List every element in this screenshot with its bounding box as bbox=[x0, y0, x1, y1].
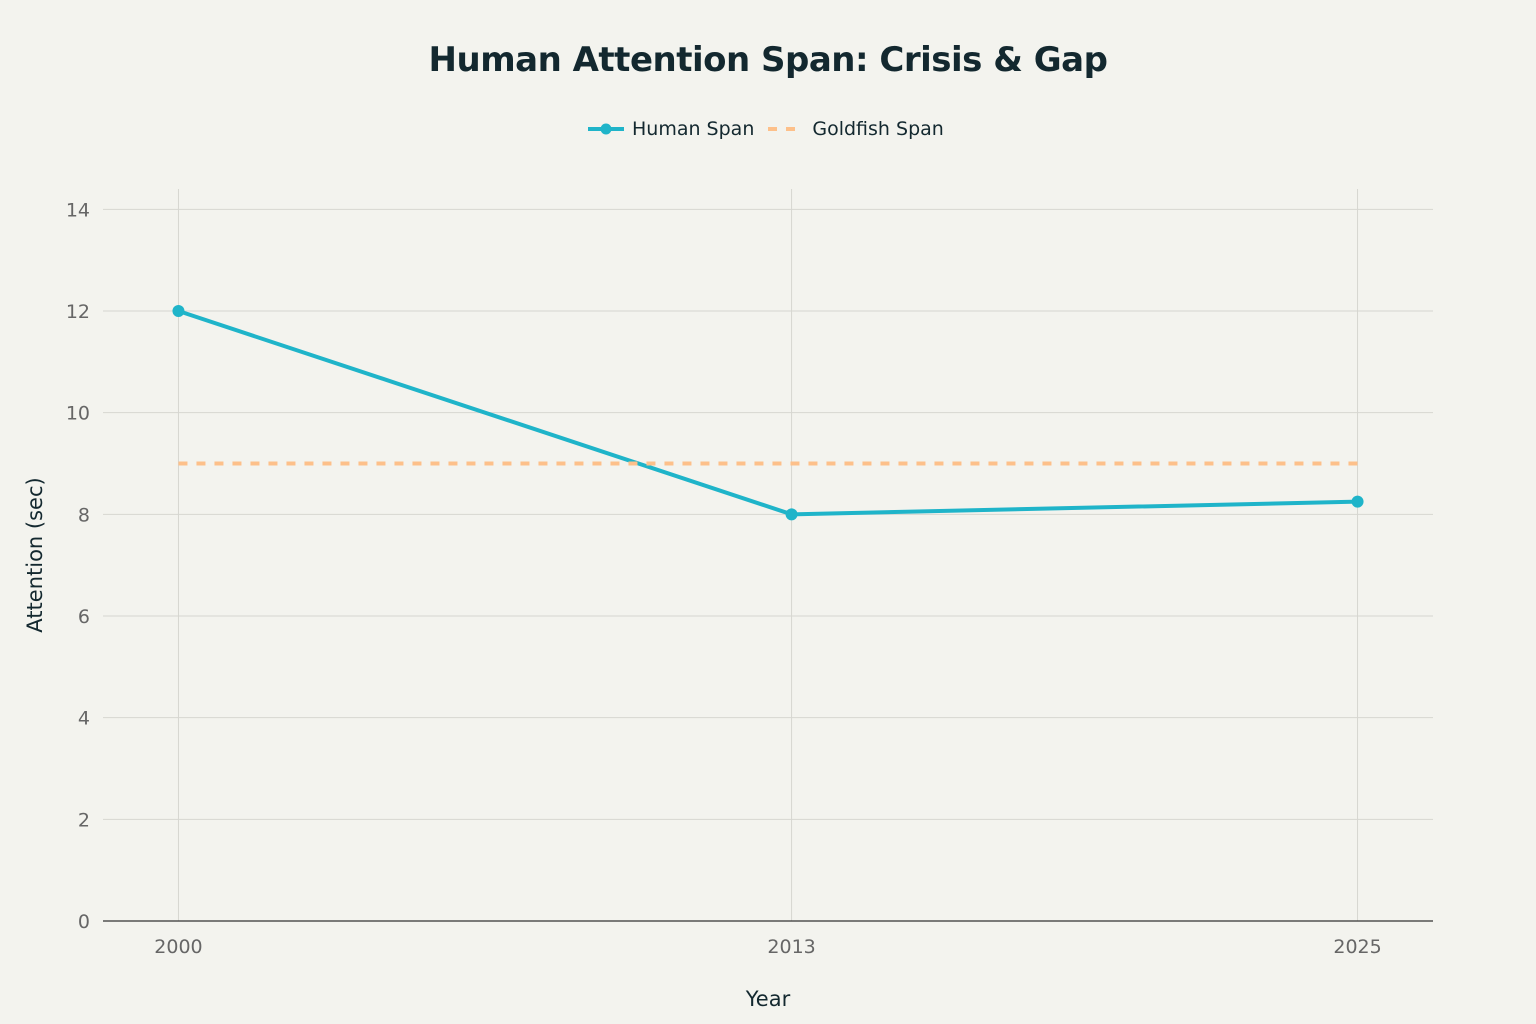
data-point-human bbox=[785, 508, 798, 521]
y-tick-label: 8 bbox=[78, 504, 90, 526]
y-tick-label: 14 bbox=[66, 199, 90, 221]
x-axis-label: Year bbox=[745, 987, 791, 1011]
x-tick-label: 2025 bbox=[1333, 936, 1381, 958]
y-tick-label: 10 bbox=[66, 403, 90, 425]
y-tick-label: 2 bbox=[78, 809, 90, 831]
y-tick-label: 4 bbox=[78, 708, 90, 730]
legend-label-human: Human Span bbox=[632, 118, 755, 140]
y-axis-label: Attention (sec) bbox=[23, 477, 47, 632]
chart-title: Human Attention Span: Crisis & Gap bbox=[428, 40, 1108, 80]
legend-label-goldfish: Goldfish Span bbox=[812, 118, 944, 140]
legend-item-human[interactable]: Human Span bbox=[586, 118, 754, 140]
legend-item-goldfish[interactable]: Goldfish Span bbox=[766, 118, 944, 140]
y-tick-label: 0 bbox=[78, 911, 90, 933]
y-tick-label: 6 bbox=[78, 606, 90, 628]
y-tick-label: 12 bbox=[66, 301, 90, 323]
legend-goldfish-swatch bbox=[768, 127, 805, 131]
x-tick-label: 2013 bbox=[767, 936, 815, 958]
legend-human-swatch bbox=[588, 123, 624, 135]
legend: Human Span Goldfish Span bbox=[586, 118, 956, 140]
data-point-human bbox=[172, 305, 185, 317]
x-tick-label: 2000 bbox=[154, 936, 202, 958]
data-point-human bbox=[1351, 495, 1364, 508]
